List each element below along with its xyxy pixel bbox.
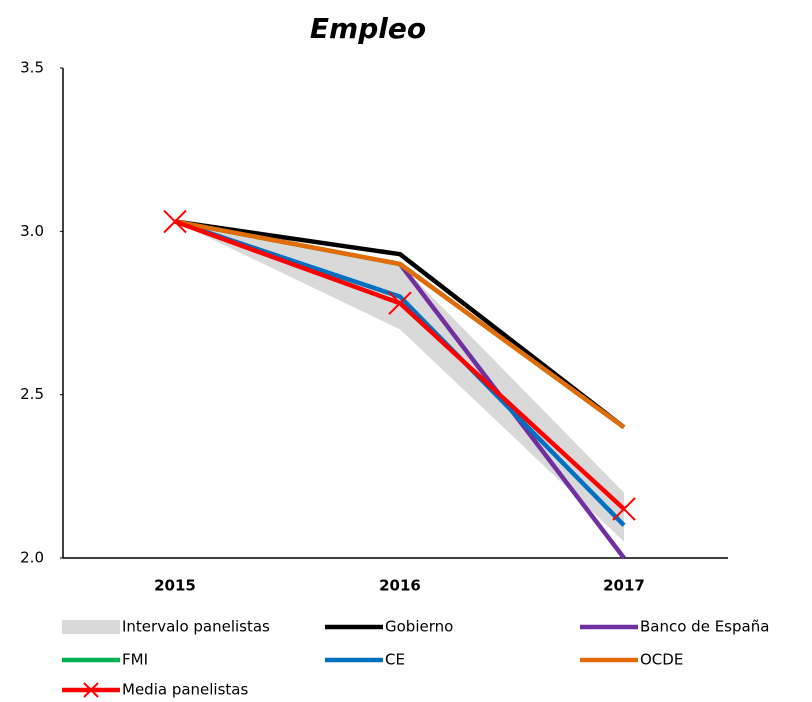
series-line: [174, 219, 626, 430]
x-tick-label: 2017: [603, 577, 645, 595]
y-tick-label: 3.0: [20, 222, 44, 240]
band-area: [175, 221, 624, 542]
legend-marker: [83, 682, 99, 698]
legend-label: Gobierno: [385, 618, 453, 636]
marker: [388, 291, 412, 315]
chart-title: Empleo: [310, 12, 426, 45]
x-tick-label: 2016: [379, 577, 421, 595]
legend-swatch: [62, 620, 120, 634]
legend-label: Media panelistas: [122, 681, 248, 699]
legend-label: OCDE: [640, 651, 683, 669]
x-tick-label: 2015: [154, 577, 196, 595]
marker: [163, 209, 187, 234]
series-line: [174, 219, 626, 430]
legend-label: Banco de España: [640, 618, 769, 636]
legend-label: Intervalo panelistas: [122, 618, 270, 636]
marker: [612, 497, 636, 521]
legend-label: FMI: [122, 651, 148, 669]
y-tick-label: 2.0: [20, 549, 44, 567]
y-tick-label: 3.5: [20, 59, 44, 77]
legend-label: CE: [385, 651, 405, 669]
y-tick-label: 2.5: [20, 385, 44, 403]
